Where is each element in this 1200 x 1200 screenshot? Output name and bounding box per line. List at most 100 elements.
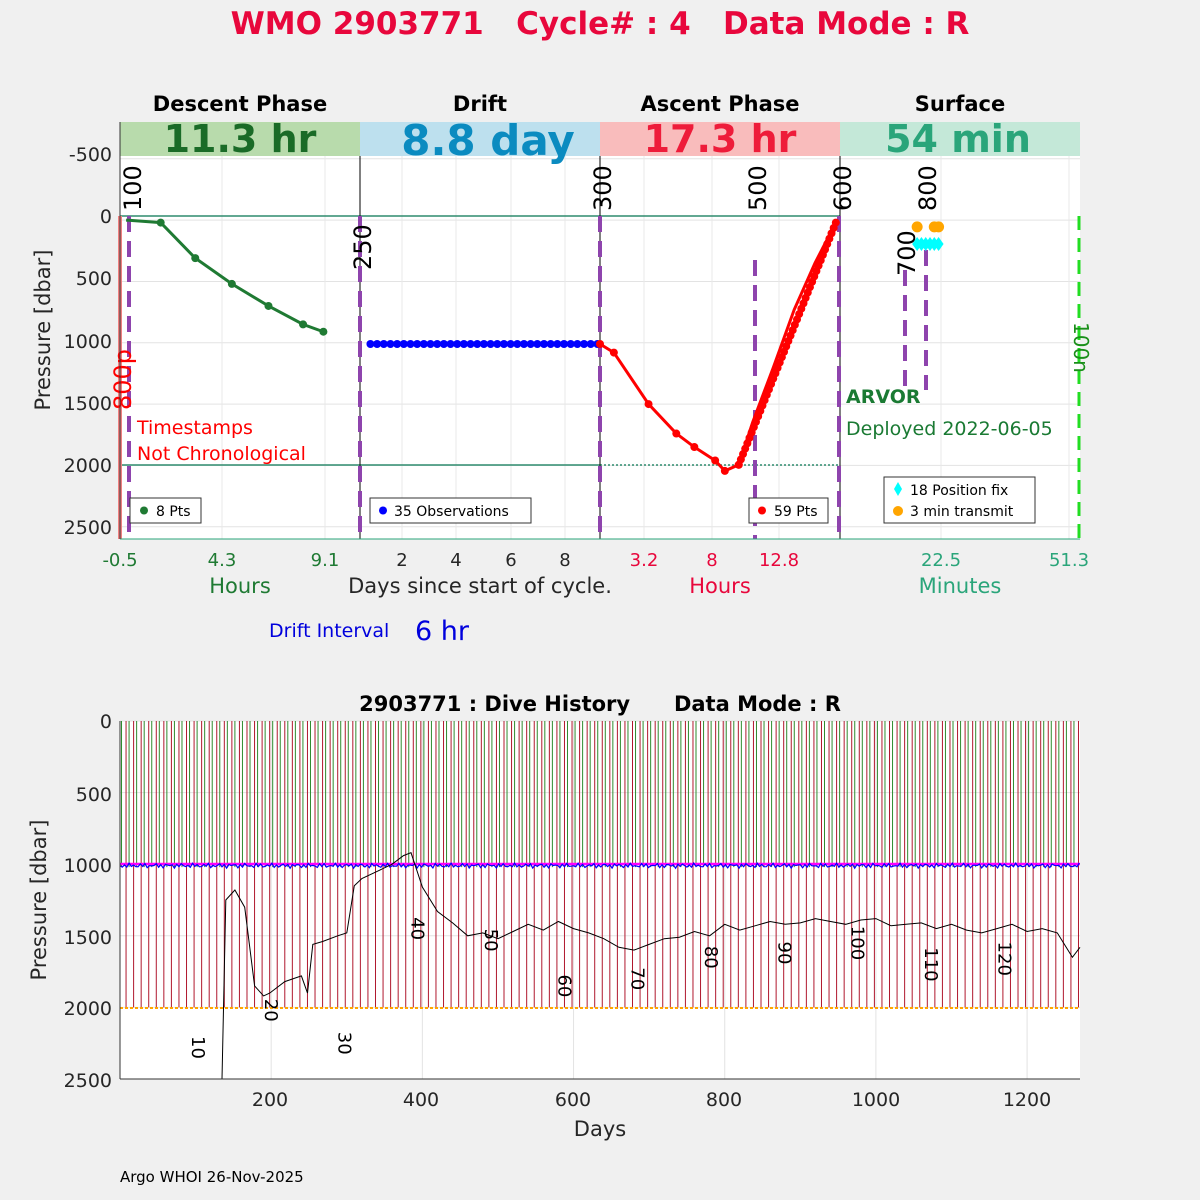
y-tick-label: 2000 — [64, 455, 112, 477]
cycle-label: 50 — [480, 929, 501, 952]
y-tick-label: 2500 — [64, 1070, 112, 1092]
x-tick-label: 6 — [505, 550, 516, 571]
x-tick-label: 4.3 — [208, 550, 237, 571]
top-y-ticks: -500 0 500 1000 1500 2000 2500 — [64, 144, 112, 539]
drift-point — [546, 339, 555, 348]
x-tick-label: 400 — [403, 1089, 439, 1111]
x-tick-label: 1000 — [852, 1089, 900, 1111]
ascent-legend-label: 59 Pts — [774, 504, 818, 520]
x-tick-label: 4 — [450, 550, 461, 571]
cycle-label: 10 — [187, 1036, 208, 1059]
surface-legend: 18 Position fix 3 min transmit — [883, 476, 1036, 524]
descent-x-label: Hours — [209, 574, 271, 598]
marker-label-800: 800 — [914, 165, 942, 211]
cycle-label: 80 — [700, 946, 721, 969]
drift-pressure-trace — [119, 861, 1080, 870]
y-tick-label: 500 — [76, 268, 112, 290]
surface-title: Surface — [915, 92, 1005, 116]
x-tick-label: 800 — [706, 1089, 742, 1111]
drift-title: Drift — [453, 92, 507, 116]
drift-point — [419, 339, 428, 348]
y-tick-label: 0 — [100, 206, 112, 228]
bottom-plot-area — [120, 721, 1080, 1079]
cycle-label: 90 — [773, 942, 794, 965]
drift-band — [360, 122, 600, 156]
drift-point — [426, 339, 435, 348]
bottom-y-axis-label: Pressure [dbar] — [27, 820, 51, 981]
drift-point — [366, 339, 375, 348]
cycle-label: 120 — [993, 942, 1014, 976]
descent-point — [191, 254, 200, 263]
descent-phase-title: Descent Phase — [153, 92, 327, 116]
drift-point — [379, 339, 388, 348]
drift-band-label: 8.8 day — [401, 116, 575, 165]
drift-point — [533, 339, 542, 348]
ascent-point — [690, 443, 699, 452]
descent-band — [120, 122, 360, 156]
drift-interval-value: 6 hr — [415, 616, 470, 647]
bottom-chart: 10 20 30 40 50 60 70 80 90 100 110 120 2903771 : Di… — [27, 692, 1081, 1141]
x-tick-label: 9.1 — [311, 550, 340, 571]
descent-band-label: 11.3 hr — [164, 117, 317, 161]
ascent-series — [596, 218, 840, 475]
marker-label-100n: 100n — [1069, 322, 1093, 373]
ascent-point — [831, 218, 840, 227]
cycle-label: 20 — [260, 999, 281, 1022]
drift-point — [526, 339, 535, 348]
drift-point — [446, 339, 455, 348]
drift-point — [413, 339, 422, 348]
marker-label-600: 600 — [829, 165, 857, 211]
marker-label-700: 700 — [893, 230, 921, 276]
deployment-date: Deployed 2022-06-05 — [846, 418, 1053, 440]
drift-series — [366, 339, 602, 348]
drift-legend-marker — [379, 506, 387, 515]
top-y-axis-label: Pressure [dbar] — [31, 250, 55, 411]
ascent-band — [600, 122, 840, 156]
drift-point — [566, 339, 575, 348]
drift-point — [373, 339, 382, 348]
x-tick-label: 600 — [555, 1089, 591, 1111]
ascent-legend: 59 Pts — [748, 497, 829, 524]
cycle-label: 70 — [627, 967, 648, 990]
bottom-depth-trace — [221, 852, 1081, 1080]
drift-point — [453, 339, 462, 348]
marker-label-300: 300 — [589, 165, 617, 211]
ascent-legend-marker — [758, 506, 766, 515]
float-model: ARVOR — [846, 386, 921, 408]
drift-point — [399, 339, 408, 348]
transmit-point — [911, 221, 923, 233]
y-tick-label: 2500 — [64, 517, 112, 539]
marker-label-500: 500 — [744, 165, 772, 211]
drift-point — [406, 339, 415, 348]
top-chart: 11.3 hr 8.8 day 17.3 hr 54 min Descent P… — [31, 92, 1093, 647]
x-tick-label: 8 — [559, 550, 570, 571]
y-tick-label: -500 — [69, 144, 112, 166]
drift-point — [393, 339, 402, 348]
cycle-label: 60 — [553, 974, 574, 997]
drift-point — [479, 339, 488, 348]
surface-band-label: 54 min — [885, 117, 1031, 161]
y-tick-label: 500 — [76, 784, 112, 806]
drift-legend-label: 35 Observations — [394, 504, 509, 520]
x-tick-label: 8 — [706, 550, 717, 571]
cycle-label: 100 — [847, 926, 868, 960]
y-tick-label: 1000 — [64, 855, 112, 877]
drift-point — [506, 339, 515, 348]
drift-point — [539, 339, 548, 348]
descent-point — [299, 320, 308, 329]
y-tick-label: 1500 — [64, 927, 112, 949]
surface-series — [911, 221, 945, 251]
surface-band — [840, 122, 1080, 156]
x-tick-label: 22.5 — [921, 550, 961, 571]
drift-point — [560, 339, 569, 348]
position-fix-point — [933, 236, 944, 251]
drift-point — [459, 339, 468, 348]
ascent-point — [596, 339, 604, 348]
transmit-legend-marker — [893, 506, 903, 516]
figure-title: WMO 2903771 Cycle# : 4 Data Mode : R — [231, 6, 970, 42]
descent-legend: 8 Pts — [129, 497, 202, 524]
surface-x-label: Minutes — [919, 574, 1002, 598]
transmit-point — [933, 221, 945, 233]
ascent-phase-title: Ascent Phase — [641, 92, 800, 116]
drift-point — [513, 339, 522, 348]
